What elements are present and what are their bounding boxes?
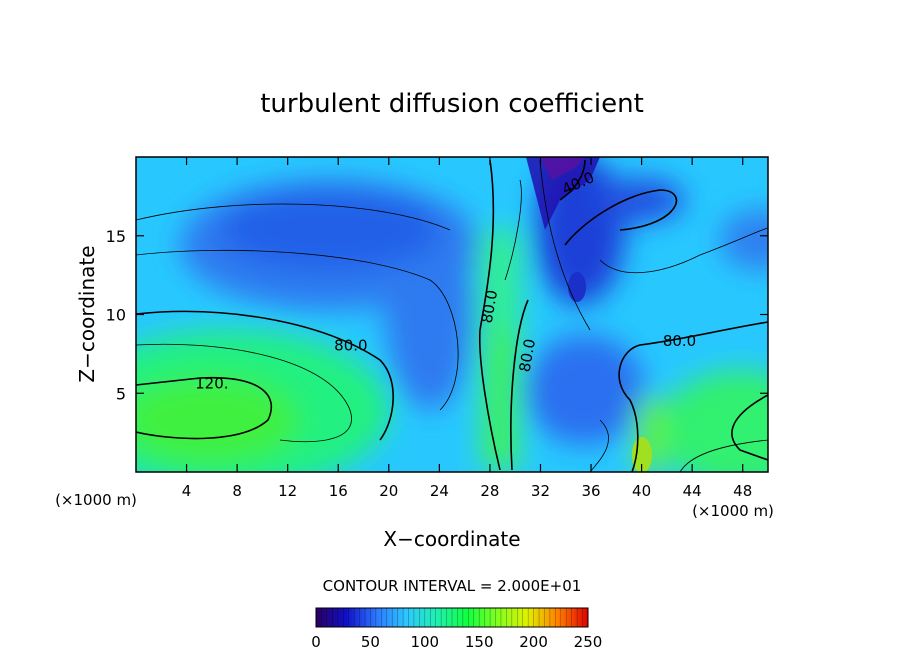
x-tick-label: 32 xyxy=(531,482,550,500)
colorbar-tick-label: 50 xyxy=(361,633,380,651)
colorbar-bands xyxy=(321,608,583,627)
x-tick-label: 20 xyxy=(379,482,398,500)
x-tick-label: 8 xyxy=(232,482,242,500)
x-axis-label: X−coordinate xyxy=(383,527,520,551)
contour-label: 80.0 xyxy=(334,337,367,355)
y-axis-label: Z−coordinate xyxy=(75,245,99,382)
y-tick-label: 10 xyxy=(106,306,126,325)
contour-label: 80.0 xyxy=(478,289,502,325)
x-tick-label: 36 xyxy=(581,482,600,500)
colorbar-tick-label: 250 xyxy=(574,633,603,651)
x-tick-label: 40 xyxy=(632,482,651,500)
colorbar-tick-label: 200 xyxy=(519,633,548,651)
x-tick-label: 28 xyxy=(480,482,499,500)
x-tick-label: 12 xyxy=(278,482,297,500)
y-tick-label: 5 xyxy=(116,384,126,403)
x-tick-label: 48 xyxy=(733,482,752,500)
y-axis: 5 10 15 xyxy=(106,227,768,403)
chart-title: turbulent diffusion coefficient xyxy=(260,89,644,119)
contour-labels: 120.80.080.080.0 80.040.0 xyxy=(195,168,696,392)
x-unit-right: (×1000 m) xyxy=(692,502,774,520)
x-tick-label: 4 xyxy=(182,482,192,500)
x-tick-label: 44 xyxy=(683,482,702,500)
contour-interval-label: CONTOUR INTERVAL = 2.000E+01 xyxy=(323,577,582,595)
colorbar-ticks: 0 50 100 150 200 250 xyxy=(311,633,602,651)
x-tick-label: 24 xyxy=(430,482,449,500)
x-unit-left: (×1000 m) xyxy=(55,491,137,509)
plot-area xyxy=(136,157,768,472)
x-tick-label: 16 xyxy=(329,482,348,500)
contour-label: 120. xyxy=(195,374,228,392)
x-axis: 4 8 12 16 20 24 28 32 36 40 44 48 xyxy=(182,157,752,500)
colorbar-tick-label: 100 xyxy=(410,633,439,651)
y-tick-label: 15 xyxy=(106,227,126,246)
contour-label: 80.0 xyxy=(663,332,696,350)
colorbar-tick-label: 150 xyxy=(465,633,494,651)
colorbar: 0 50 100 150 200 250 xyxy=(311,607,602,651)
contour-label: 80.0 xyxy=(516,337,540,373)
colorbar-tick-label: 0 xyxy=(311,633,321,651)
